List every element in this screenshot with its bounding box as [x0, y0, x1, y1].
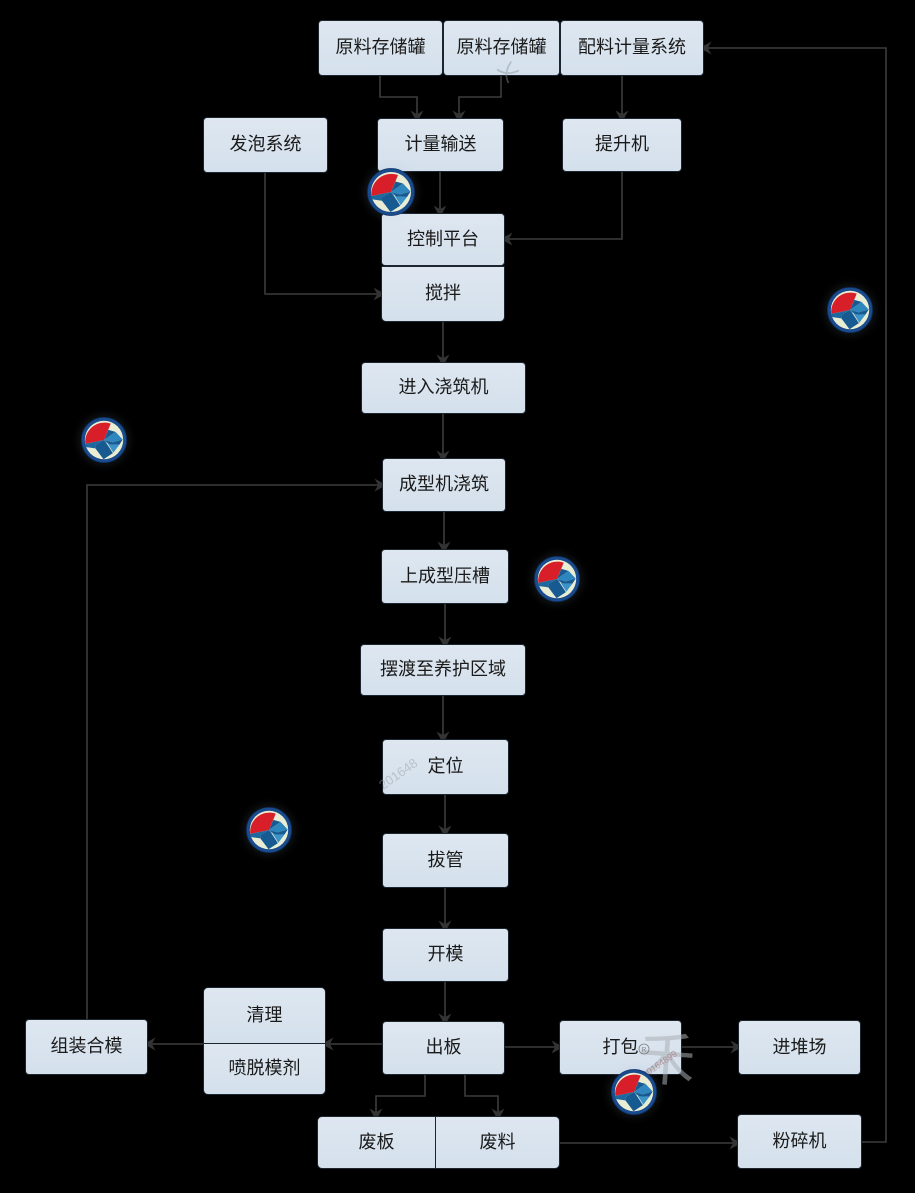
svg-text:乂: 乂 [493, 57, 523, 86]
svg-text:201648: 201648 [376, 755, 420, 792]
svg-text:R: R [642, 1047, 647, 1054]
